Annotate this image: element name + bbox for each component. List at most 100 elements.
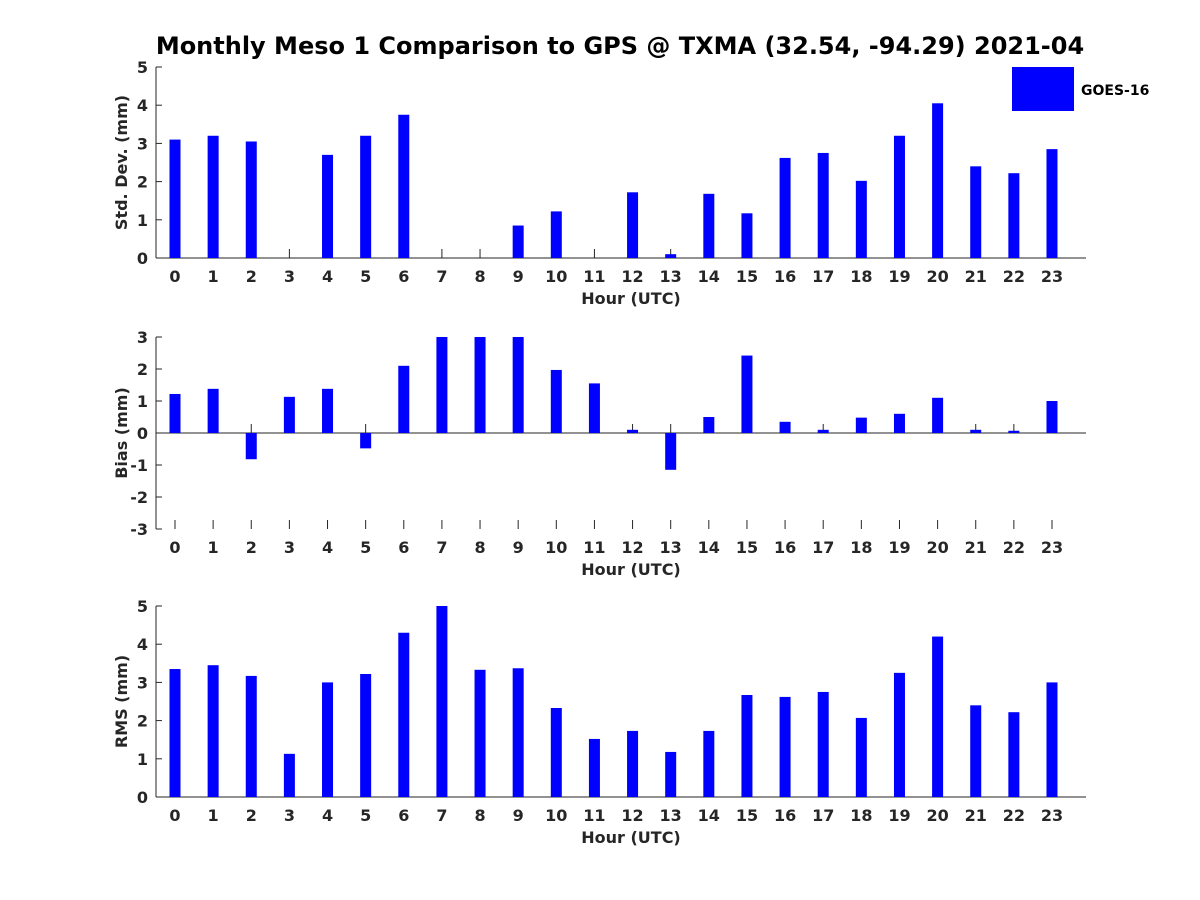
x-tick-label: 19 <box>888 267 910 286</box>
bar <box>169 669 181 797</box>
bar <box>207 388 219 433</box>
x-tick-label: 8 <box>474 538 485 557</box>
x-tick-label: 5 <box>360 267 371 286</box>
y-tick-label: -3 <box>130 520 148 539</box>
legend-label: GOES-16 <box>1081 83 1149 99</box>
y-tick-label: 1 <box>137 750 148 769</box>
bar <box>360 135 372 258</box>
x-tick-label: 5 <box>360 806 371 825</box>
bar <box>512 337 524 433</box>
bar <box>932 636 944 797</box>
x-tick-label: 13 <box>660 538 682 557</box>
bar <box>322 154 334 258</box>
x-tick-label: 4 <box>322 538 333 557</box>
bar <box>665 254 677 258</box>
x-tick-label: 23 <box>1041 267 1063 286</box>
x-tick-label: 3 <box>284 538 295 557</box>
bar <box>665 751 677 797</box>
y-axis-label: RMS (mm) <box>112 655 131 748</box>
y-tick-label: 2 <box>137 173 148 192</box>
y-tick-label: 2 <box>137 360 148 379</box>
y-tick-label: -2 <box>130 488 148 507</box>
y-tick-label: 0 <box>137 788 148 807</box>
x-tick-label: 18 <box>850 806 872 825</box>
bar <box>703 417 715 433</box>
x-tick-label: 22 <box>1003 538 1025 557</box>
bar <box>436 337 448 433</box>
x-tick-label: 6 <box>398 806 409 825</box>
y-tick-label: 1 <box>137 211 148 230</box>
bar <box>169 393 181 433</box>
bar <box>169 139 181 258</box>
bar <box>703 193 715 258</box>
x-tick-label: 3 <box>284 806 295 825</box>
bar <box>970 705 982 797</box>
bar <box>550 211 562 258</box>
bar <box>1046 682 1058 797</box>
y-tick-label: 5 <box>137 58 148 77</box>
bar <box>932 103 944 258</box>
bar <box>322 682 334 797</box>
x-tick-label: 2 <box>246 806 257 825</box>
bar <box>245 141 257 258</box>
y-tick-label: 4 <box>137 635 148 654</box>
x-tick-label: 0 <box>169 538 180 557</box>
x-tick-label: 19 <box>888 538 910 557</box>
x-tick-label: 15 <box>736 806 758 825</box>
x-tick-label: 0 <box>169 806 180 825</box>
y-tick-label: 0 <box>137 249 148 268</box>
x-tick-label: 2 <box>246 538 257 557</box>
x-tick-label: 11 <box>583 806 605 825</box>
bar <box>436 606 448 797</box>
x-axis-label: Hour (UTC) <box>581 828 681 847</box>
y-tick-label: 3 <box>137 134 148 153</box>
bar <box>283 396 295 433</box>
x-tick-label: 14 <box>698 538 720 557</box>
x-tick-label: 1 <box>208 538 219 557</box>
x-tick-label: 22 <box>1003 267 1025 286</box>
bar <box>855 417 867 433</box>
x-tick-label: 8 <box>474 267 485 286</box>
x-tick-label: 18 <box>850 267 872 286</box>
bar <box>779 696 791 797</box>
bar <box>398 114 410 258</box>
bar <box>588 383 600 433</box>
bar <box>893 135 905 258</box>
bar <box>1008 173 1020 258</box>
x-axis-label: Hour (UTC) <box>581 289 681 308</box>
bar <box>970 166 982 258</box>
x-tick-label: 7 <box>436 806 447 825</box>
x-tick-label: 23 <box>1041 538 1063 557</box>
x-tick-label: 15 <box>736 538 758 557</box>
x-tick-label: 13 <box>660 806 682 825</box>
bar <box>741 355 753 433</box>
y-tick-label: 4 <box>137 96 148 115</box>
chart-title: Monthly Meso 1 Comparison to GPS @ TXMA … <box>156 32 1084 60</box>
x-tick-label: 2 <box>246 267 257 286</box>
y-tick-label: 0 <box>137 424 148 443</box>
x-tick-label: 21 <box>965 538 987 557</box>
x-tick-label: 14 <box>698 806 720 825</box>
x-tick-label: 16 <box>774 806 796 825</box>
y-tick-label: 2 <box>137 712 148 731</box>
y-tick-label: 1 <box>137 392 148 411</box>
x-tick-label: 10 <box>545 267 567 286</box>
bar <box>550 369 562 433</box>
x-axis-label: Hour (UTC) <box>581 560 681 579</box>
x-tick-label: 17 <box>812 267 834 286</box>
x-tick-label: 21 <box>965 806 987 825</box>
bar <box>322 388 334 433</box>
x-tick-label: 12 <box>621 267 643 286</box>
x-tick-label: 12 <box>621 806 643 825</box>
bar <box>970 429 982 433</box>
bar <box>817 691 829 797</box>
x-tick-label: 17 <box>812 538 834 557</box>
x-tick-label: 20 <box>926 267 948 286</box>
x-tick-label: 16 <box>774 538 796 557</box>
x-tick-label: 10 <box>545 538 567 557</box>
x-tick-label: 8 <box>474 806 485 825</box>
bar <box>474 669 486 797</box>
bar <box>245 433 257 460</box>
